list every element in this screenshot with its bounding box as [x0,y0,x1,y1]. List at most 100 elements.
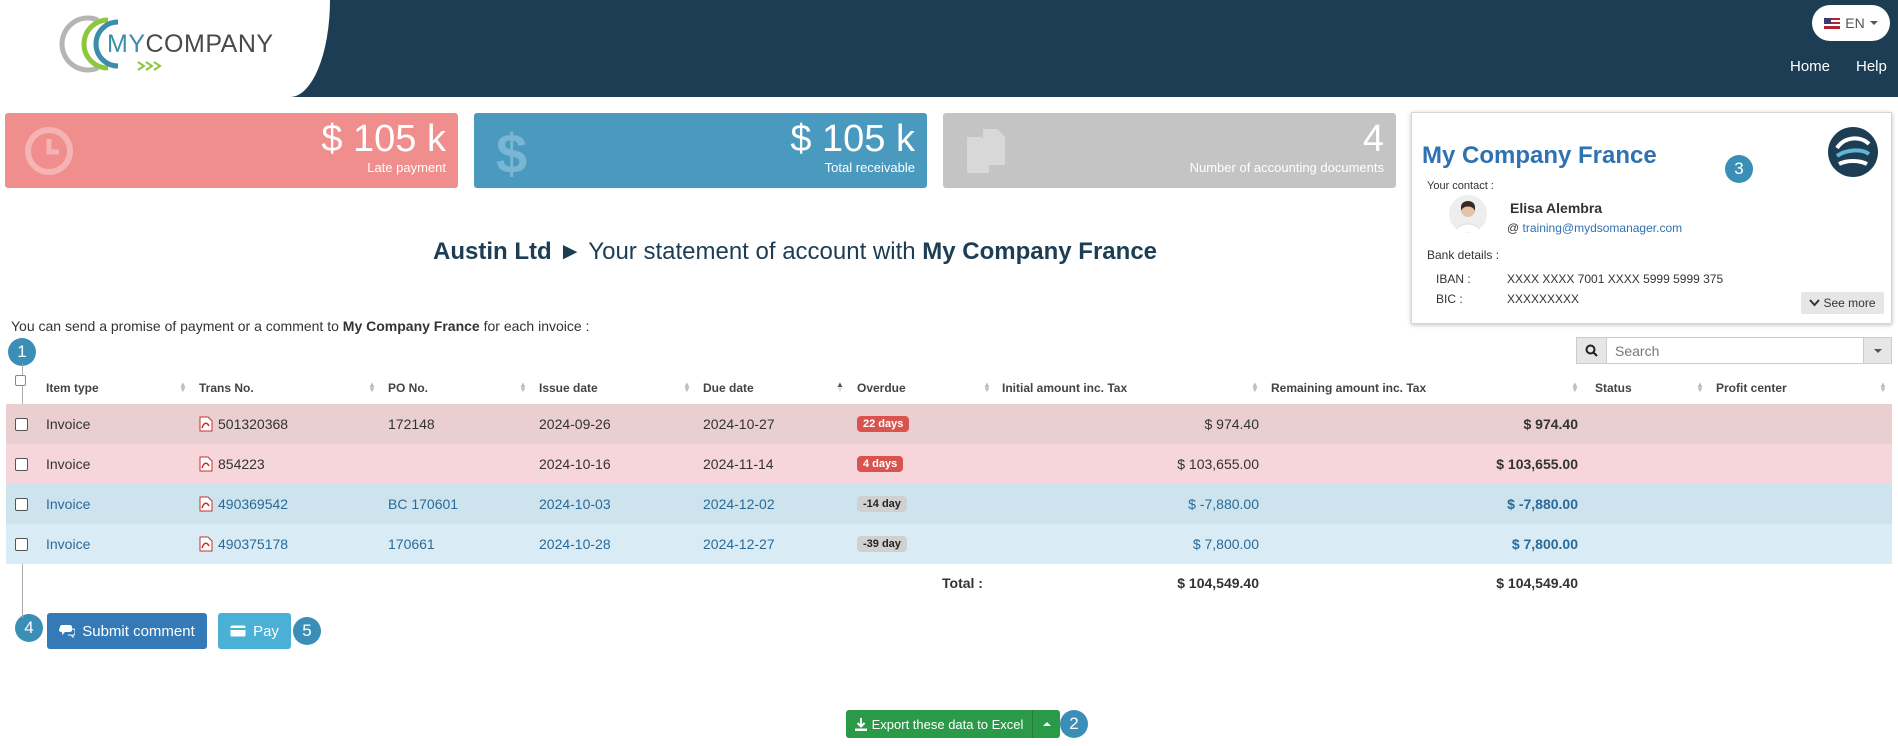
cell-initial-amount: $ 103,655.00 [1177,456,1259,472]
kpi-label: Total receivable [824,160,915,175]
cell-trans-no[interactable]: 490369542 [199,484,288,524]
cell-initial-amount: $ -7,880.00 [1188,496,1259,512]
contact-email-link[interactable]: training@mydsomanager.com [1522,221,1683,235]
col-item-type[interactable]: Item type [46,380,99,395]
export-excel-button[interactable]: Export these data to Excel [846,710,1060,738]
select-all-checkbox[interactable] [15,364,26,397]
sort-icon[interactable]: ▲ ▼ [683,380,691,394]
row-checkbox[interactable] [15,444,28,484]
bic-value: XXXXXXXXX [1507,292,1580,306]
row-checkbox[interactable] [15,404,28,444]
sort-icon[interactable]: ▲ ▼ [983,380,991,394]
sort-icon[interactable]: ▲ ▼ [1879,380,1887,394]
contact-company-name: My Company France [1422,142,1657,169]
contact-person-name: Elisa Alembra [1510,200,1603,216]
export-main[interactable]: Export these data to Excel [846,710,1032,738]
cell-remaining-amount: $ 103,655.00 [1496,456,1578,472]
col-profit-center[interactable]: Profit center [1716,380,1787,395]
table-row[interactable]: Invoice 501320368 172148 2024-09-26 2024… [6,404,1892,444]
search-input[interactable]: Search [1615,342,1660,359]
credit-card-icon [230,625,247,637]
language-selector[interactable]: EN [1812,5,1890,41]
cell-initial-amount: $ 974.40 [1204,416,1260,432]
cell-item-type: Invoice [46,496,91,512]
kpi-label: Late payment [367,160,446,175]
sort-icon[interactable]: ▲ ▼ [368,380,376,394]
pay-button[interactable]: Pay [218,613,291,649]
submit-comment-button[interactable]: Submit comment [47,613,207,649]
clock-icon [25,127,73,175]
pdf-icon[interactable] [199,456,213,472]
col-initial-amount[interactable]: Initial amount inc. Tax [1002,380,1128,395]
nav-home[interactable]: Home [1790,58,1831,75]
trans-no-link[interactable]: 854223 [218,456,265,472]
table-row[interactable]: Invoice 854223 2024-10-16 2024-11-14 4 d… [6,444,1892,484]
kpi-value: 4 [1362,118,1384,160]
title-company: My Company France [922,238,1158,265]
step-2-badge: 2 [1060,710,1088,738]
col-trans-no[interactable]: Trans No. [199,380,254,395]
overdue-badge: 22 days [857,416,910,432]
cell-po-no: 170661 [388,536,435,552]
see-more-label: See more [1823,296,1876,310]
chevron-down-icon [1869,21,1878,25]
cell-trans-no[interactable]: 854223 [199,444,265,484]
total-remaining-amount: $ 104,549.40 [1496,575,1578,591]
sort-asc-icon[interactable]: ▲ ▼ [836,380,844,394]
search-box[interactable]: Search [1576,337,1892,364]
sort-icon[interactable]: ▲ ▼ [1696,380,1704,394]
cell-remaining-amount: $ 974.40 [1523,416,1579,432]
trans-no-link[interactable]: 501320368 [218,416,289,432]
cell-overdue: 4 days [857,444,904,484]
search-options-dropdown[interactable] [1863,338,1891,363]
intro-text: You can send a promise of payment or a c… [11,318,589,334]
table-row[interactable]: Invoice 490369542 BC 170601 2024-10-03 2… [6,484,1892,524]
cell-issue-date: 2024-10-16 [539,456,611,472]
bic-label: BIC : [1436,292,1463,306]
contact-email[interactable]: @ training@mydsomanager.com [1507,221,1682,235]
pdf-icon[interactable] [199,416,213,432]
total-label: Total : [942,575,983,591]
pdf-icon[interactable] [199,496,213,512]
sort-icon[interactable]: ▲ ▼ [1251,380,1259,394]
svg-text:$: $ [496,122,527,181]
sort-icon[interactable]: ▲ ▼ [1571,380,1579,394]
us-flag-icon [1824,17,1841,29]
cell-overdue: -14 day [857,484,907,524]
search-icon[interactable] [1577,338,1607,363]
cell-initial-amount: $ 7,800.00 [1192,536,1259,552]
chevron-down-icon [1873,348,1882,353]
cell-trans-no[interactable]: 490375178 [199,524,288,564]
table-header: Item type Trans No. PO No. Issue date Du… [6,371,1892,404]
export-options-toggle[interactable] [1032,710,1060,738]
cell-due-date: 2024-12-02 [703,496,775,512]
iban-value: XXXX XXXX 7001 XXXX 5999 5999 375 [1507,272,1724,286]
col-issue-date[interactable]: Issue date [539,380,598,395]
table-row[interactable]: Invoice 490375178 170661 2024-10-28 2024… [6,524,1892,564]
row-checkbox[interactable] [15,524,28,564]
sort-icon[interactable]: ▲ ▼ [179,380,187,394]
intro-after: for each invoice : [483,318,590,334]
col-due-date[interactable]: Due date [703,380,754,395]
col-status[interactable]: Status [1595,380,1632,395]
brand-prefix: MY [107,30,146,58]
trans-no-link[interactable]: 490375178 [218,536,289,552]
pdf-icon[interactable] [199,536,213,552]
company-badge-icon [1828,127,1878,177]
cell-remaining-amount: $ -7,880.00 [1507,496,1578,512]
see-more-button[interactable]: See more [1801,292,1884,314]
chevron-down-icon [1809,299,1821,307]
col-overdue[interactable]: Overdue [857,380,906,395]
trans-no-link[interactable]: 490369542 [218,496,289,512]
row-checkbox[interactable] [15,484,28,524]
customer-name: Austin Ltd [432,238,552,265]
title-middle: Your statement of account with [588,238,916,265]
nav-help[interactable]: Help [1856,58,1887,75]
kpi-total-receivable: $ $ 105 k Total receivable [474,113,927,188]
logo-area: MYCOMPANY [0,0,330,97]
sort-icon[interactable]: ▲ ▼ [519,380,527,394]
col-remaining-amount[interactable]: Remaining amount inc. Tax [1271,380,1427,395]
export-label: Export these data to Excel [871,716,1024,732]
col-po-no[interactable]: PO No. [388,380,429,395]
cell-trans-no[interactable]: 501320368 [199,404,288,444]
